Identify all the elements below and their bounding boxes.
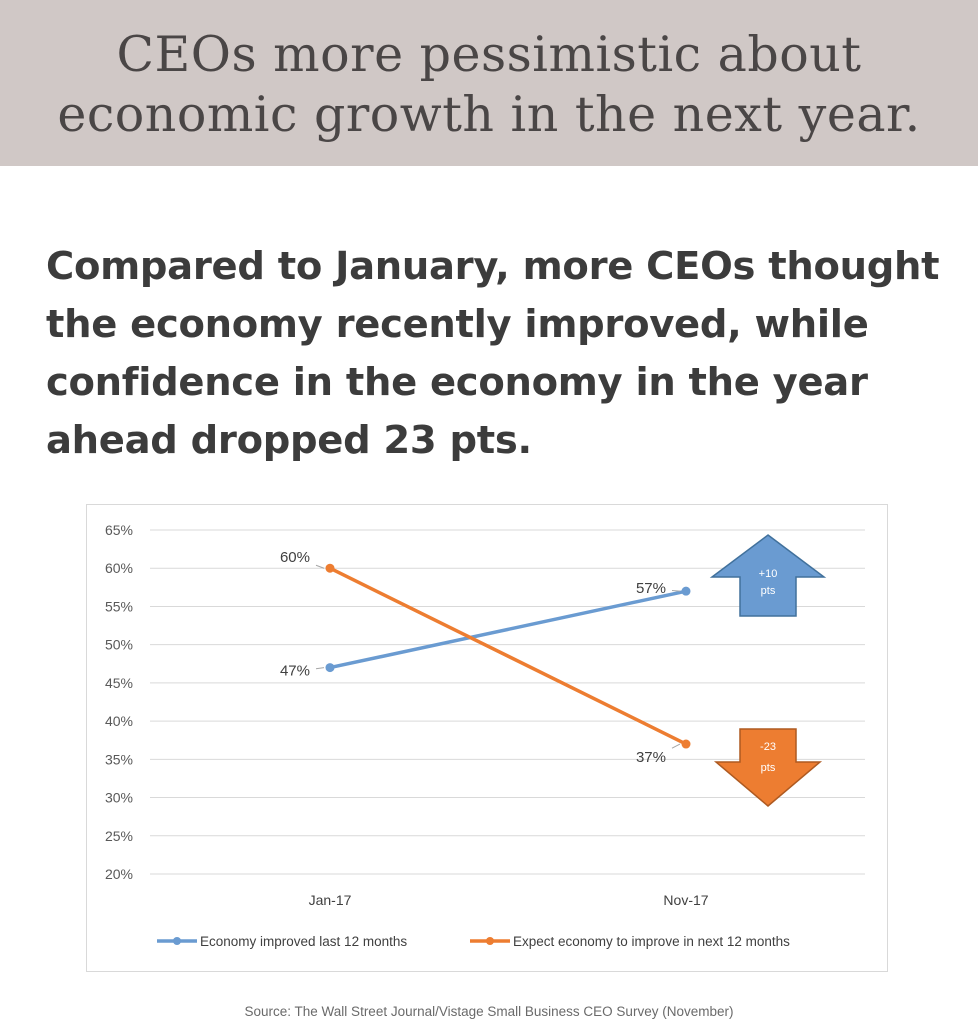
headline-line-4: ahead dropped 23 pts. <box>46 418 532 463</box>
banner-title-line-1: CEOs more pessimistic about <box>116 26 862 83</box>
data-label-leader <box>671 590 681 592</box>
data-label: 57% <box>636 580 666 597</box>
arrow-label: +10 <box>759 568 778 580</box>
banner-title-line-2: economic growth in the next year. <box>57 86 921 143</box>
legend-label: Economy improved last 12 months <box>200 934 407 949</box>
title-banner: CEOs more pessimistic about economic gro… <box>0 0 978 166</box>
headline: Compared to January, more CEOs thought t… <box>46 238 946 470</box>
series-line <box>328 566 688 746</box>
chart-frame: 20% 25% 30% 35% 40% 45% 50% 55% 60% 65% Jan-17 Nov-… <box>86 504 888 972</box>
line-chart: 20% 25% 30% 35% 40% 45% 50% 55% 60% 65% Jan-17 Nov-… <box>105 522 865 949</box>
down-arrow <box>713 728 823 807</box>
headline-line-1: Compared to January, more CEOs thought <box>46 244 940 289</box>
data-label: 47% <box>280 663 310 680</box>
source-note: Source: The Wall Street Journal/Vistage … <box>244 1004 734 1019</box>
data-label: 37% <box>636 749 666 766</box>
legend-swatch-point <box>486 937 494 945</box>
arrow-label: -23 <box>760 741 776 753</box>
y-tick-label: 35% <box>105 751 133 767</box>
x-tick-label: Jan-17 <box>309 892 352 908</box>
legend-label: Expect economy to improve in next 12 mon… <box>513 934 790 949</box>
x-tick-label: Nov-17 <box>663 892 708 908</box>
headline-line-2: the economy recently improved, while <box>46 302 869 347</box>
y-tick-label: 55% <box>105 598 133 614</box>
data-label-leader <box>315 564 325 569</box>
y-tick-label: 30% <box>105 790 133 806</box>
series-line <box>328 589 688 670</box>
arrow-label: pts <box>761 762 776 774</box>
series-point <box>681 586 691 596</box>
y-tick-label: 45% <box>105 675 133 691</box>
data-label-leader <box>671 743 681 749</box>
legend-swatch-point <box>173 937 181 945</box>
y-tick-label: 40% <box>105 713 133 729</box>
series-point <box>325 563 335 573</box>
y-tick-label: 25% <box>105 828 133 844</box>
y-tick-label: 20% <box>105 866 133 882</box>
y-tick-label: 65% <box>105 522 133 538</box>
y-tick-label: 50% <box>105 637 133 653</box>
headline-line-3: confidence in the economy in the year <box>46 360 868 405</box>
up-arrow <box>709 534 827 617</box>
data-label: 60% <box>280 549 310 566</box>
series-point <box>325 663 335 673</box>
arrow-label: pts <box>761 585 776 597</box>
y-tick-label: 60% <box>105 560 133 576</box>
data-label-leader <box>315 667 325 670</box>
series-point <box>681 739 691 749</box>
